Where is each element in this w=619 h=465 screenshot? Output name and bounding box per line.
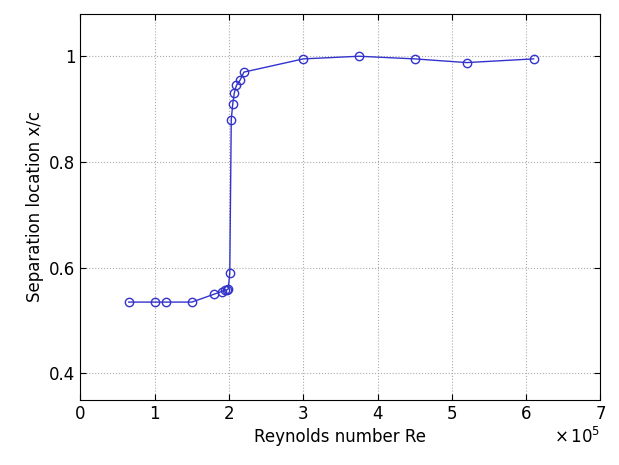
Y-axis label: Separation location x/c: Separation location x/c (26, 112, 44, 302)
X-axis label: Reynolds number Re: Reynolds number Re (254, 428, 426, 446)
Text: $\times\,10^5$: $\times\,10^5$ (554, 427, 600, 447)
